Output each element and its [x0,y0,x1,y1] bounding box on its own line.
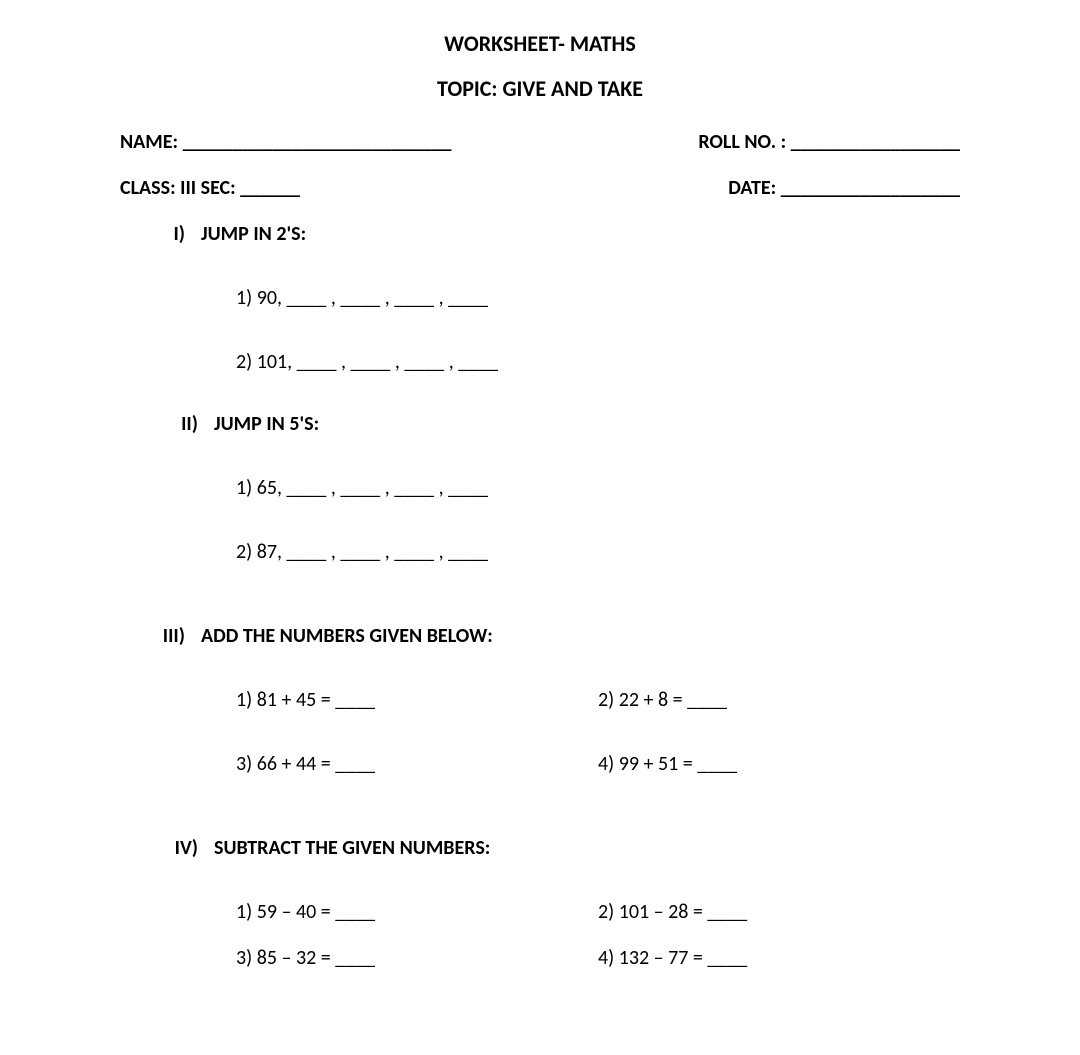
s1-q2: 2) 101, ____ , ____ , ____ , ____ [236,350,960,374]
worksheet-title: WORKSHEET- MATHS [120,30,960,57]
s1-q1: 1) 90, ____ , ____ , ____ , ____ [236,286,960,310]
s3-row1: 1) 81 + 45 = ____ 2) 22 + 8 = ____ [236,688,960,712]
section-1-roman: I) [146,222,201,246]
section-4-header: IV) SUBTRACT THE GIVEN NUMBERS: [146,836,960,860]
section-2-roman: II) [146,412,214,436]
s4-q1: 1) 59 – 40 = ____ [236,900,598,924]
section-2: II) JUMP IN 5'S: 1) 65, ____ , ____ , __… [146,412,960,564]
section-3-questions: 1) 81 + 45 = ____ 2) 22 + 8 = ____ 3) 66… [236,688,960,776]
header-row-1: NAME: ___________________________ ROLL N… [120,130,960,154]
s3-q4: 4) 99 + 51 = ____ [598,752,960,776]
section-3-header: III) ADD THE NUMBERS GIVEN BELOW: [146,624,960,648]
section-2-title: JUMP IN 5'S: [214,412,319,436]
section-1-title: JUMP IN 2'S: [201,222,306,246]
s4-row1: 1) 59 – 40 = ____ 2) 101 – 28 = ____ [236,900,960,924]
s3-q1: 1) 81 + 45 = ____ [236,688,598,712]
s3-row2: 3) 66 + 44 = ____ 4) 99 + 51 = ____ [236,752,960,776]
worksheet-page: WORKSHEET- MATHS TOPIC: GIVE AND TAKE NA… [0,0,1080,1010]
section-4-title: SUBTRACT THE GIVEN NUMBERS: [214,836,490,860]
section-4: IV) SUBTRACT THE GIVEN NUMBERS: 1) 59 – … [146,836,960,970]
s3-q2: 2) 22 + 8 = ____ [598,688,960,712]
s4-row2: 3) 85 – 32 = ____ 4) 132 – 77 = ____ [236,946,960,970]
section-2-questions: 1) 65, ____ , ____ , ____ , ____ 2) 87, … [236,476,960,564]
section-3-title: ADD THE NUMBERS GIVEN BELOW: [201,624,493,648]
s4-q4: 4) 132 – 77 = ____ [598,946,960,970]
worksheet-topic: TOPIC: GIVE AND TAKE [120,75,960,102]
s4-q2: 2) 101 – 28 = ____ [598,900,960,924]
date-field: DATE: __________________ [728,176,960,200]
s2-q1: 1) 65, ____ , ____ , ____ , ____ [236,476,960,500]
section-2-header: II) JUMP IN 5'S: [146,412,960,436]
rollno-field: ROLL NO. : _________________ [698,130,960,154]
section-1-questions: 1) 90, ____ , ____ , ____ , ____ 2) 101,… [236,286,960,374]
s3-q3: 3) 66 + 44 = ____ [236,752,598,776]
s4-q3: 3) 85 – 32 = ____ [236,946,598,970]
name-field: NAME: ___________________________ [120,130,452,154]
s2-q2: 2) 87, ____ , ____ , ____ , ____ [236,540,960,564]
section-3: III) ADD THE NUMBERS GIVEN BELOW: 1) 81 … [146,624,960,776]
class-field: CLASS: III SEC: ______ [120,176,300,200]
section-3-roman: III) [146,624,201,648]
section-1-header: I) JUMP IN 2'S: [146,222,960,246]
section-4-roman: IV) [146,836,214,860]
section-1: I) JUMP IN 2'S: 1) 90, ____ , ____ , ___… [146,222,960,374]
section-4-questions: 1) 59 – 40 = ____ 2) 101 – 28 = ____ 3) … [236,900,960,970]
header-row-2: CLASS: III SEC: ______ DATE: ___________… [120,176,960,200]
